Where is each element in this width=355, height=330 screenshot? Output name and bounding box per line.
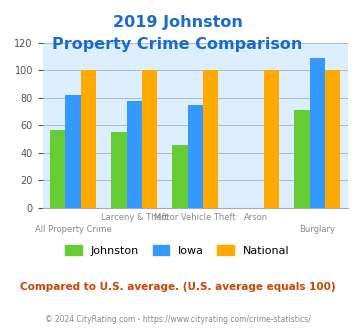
Bar: [81, 70, 96, 208]
Text: Larceny & Theft: Larceny & Theft: [101, 213, 168, 222]
Text: Compared to U.S. average. (U.S. average equals 100): Compared to U.S. average. (U.S. average …: [20, 282, 335, 292]
Text: Property Crime Comparison: Property Crime Comparison: [52, 37, 303, 52]
Bar: [111, 132, 126, 208]
Bar: [264, 70, 279, 208]
Bar: [325, 70, 340, 208]
Bar: [203, 70, 218, 208]
Bar: [66, 95, 81, 208]
Bar: [310, 58, 325, 208]
Text: 2019 Johnston: 2019 Johnston: [113, 15, 242, 30]
Text: Arson: Arson: [244, 213, 268, 222]
Legend: Johnston, Iowa, National: Johnston, Iowa, National: [61, 241, 294, 260]
Bar: [142, 70, 157, 208]
Bar: [126, 101, 142, 208]
Text: Motor Vehicle Theft: Motor Vehicle Theft: [154, 213, 236, 222]
Bar: [188, 105, 203, 208]
Text: Burglary: Burglary: [299, 225, 335, 234]
Bar: [50, 129, 66, 208]
Bar: [294, 110, 310, 208]
Text: All Property Crime: All Property Crime: [35, 225, 111, 234]
Bar: [173, 145, 187, 208]
Text: © 2024 CityRating.com - https://www.cityrating.com/crime-statistics/: © 2024 CityRating.com - https://www.city…: [45, 315, 310, 324]
